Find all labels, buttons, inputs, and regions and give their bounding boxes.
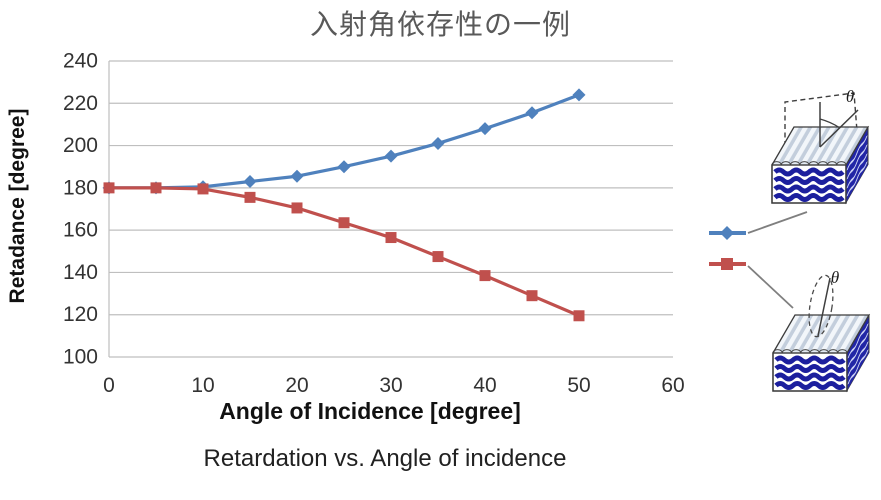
legend-square-marker — [721, 258, 733, 270]
y-tick-label: 140 — [63, 261, 98, 284]
retardance-chart-plot: 0 10 20 30 40 50 60 100 120 140 160 180 200 220 240 — [63, 50, 685, 398]
data-point-marker — [150, 182, 162, 194]
legend-entry-blue — [709, 211, 808, 240]
legend-connector-top — [747, 211, 808, 234]
data-point-marker — [244, 191, 256, 203]
data-point-marker — [291, 202, 303, 214]
y-tick-label: 100 — [63, 346, 98, 369]
x-tick-labels: 0 10 20 30 40 50 60 — [103, 374, 685, 397]
x-tick-label: 40 — [473, 374, 496, 397]
chart-title: 入射角依存性の一例 — [309, 9, 571, 40]
x-tick-label: 30 — [379, 374, 402, 397]
data-point-marker — [103, 182, 115, 194]
x-tick-label: 10 — [191, 374, 214, 397]
data-point-marker — [243, 175, 257, 189]
grating-illustration-bottom-icon: θ — [773, 268, 869, 391]
data-point-marker — [197, 183, 209, 195]
legend-entry-red — [709, 258, 794, 309]
x-axis-label: Angle of Incidence [degree] — [219, 398, 521, 424]
theta-label-top: θ — [846, 87, 854, 106]
data-point-marker — [479, 270, 491, 282]
y-tick-label: 200 — [63, 134, 98, 157]
y-tick-label: 240 — [63, 50, 98, 73]
y-tick-label: 160 — [63, 219, 98, 242]
x-tick-label: 60 — [661, 374, 684, 397]
legend-panel: θ θ — [709, 87, 881, 500]
y-axis-label: Retadance [degree] — [6, 108, 29, 304]
data-point-marker — [432, 251, 444, 263]
series-line-blue-diamond — [107, 93, 581, 190]
chart-caption: Retardation vs. Angle of incidence — [203, 445, 567, 472]
legend-connector-bottom — [747, 265, 794, 309]
y-tick-labels: 100 120 140 160 180 200 220 240 — [63, 50, 98, 369]
data-point-marker — [478, 122, 492, 136]
data-point-marker — [573, 310, 585, 322]
data-point-marker — [384, 149, 398, 163]
data-point-marker — [526, 290, 538, 302]
legend-diamond-marker — [720, 226, 734, 240]
incident-ray-line — [817, 277, 831, 337]
angle-arc — [819, 118, 841, 129]
y-tick-label: 220 — [63, 92, 98, 115]
data-point-marker — [337, 160, 351, 174]
x-tick-label: 0 — [103, 374, 115, 397]
series-line-red-square — [107, 186, 581, 318]
x-tick-label: 50 — [567, 374, 590, 397]
data-point-marker — [338, 217, 350, 229]
y-tick-label: 180 — [63, 176, 98, 199]
data-point-marker — [431, 136, 445, 150]
data-point-marker — [290, 169, 304, 183]
gridlines — [108, 60, 673, 358]
tilt-path-dashed-ellipse — [808, 274, 834, 338]
incident-ray-line — [819, 109, 859, 148]
data-point-marker — [525, 106, 539, 120]
grating-illustration-top-icon: θ — [772, 87, 868, 203]
series-lines — [102, 88, 586, 322]
x-tick-label: 20 — [285, 374, 308, 397]
y-tick-label: 120 — [63, 303, 98, 326]
data-point-marker — [572, 88, 586, 102]
theta-label-bottom: θ — [831, 268, 839, 287]
data-point-marker — [385, 232, 397, 244]
